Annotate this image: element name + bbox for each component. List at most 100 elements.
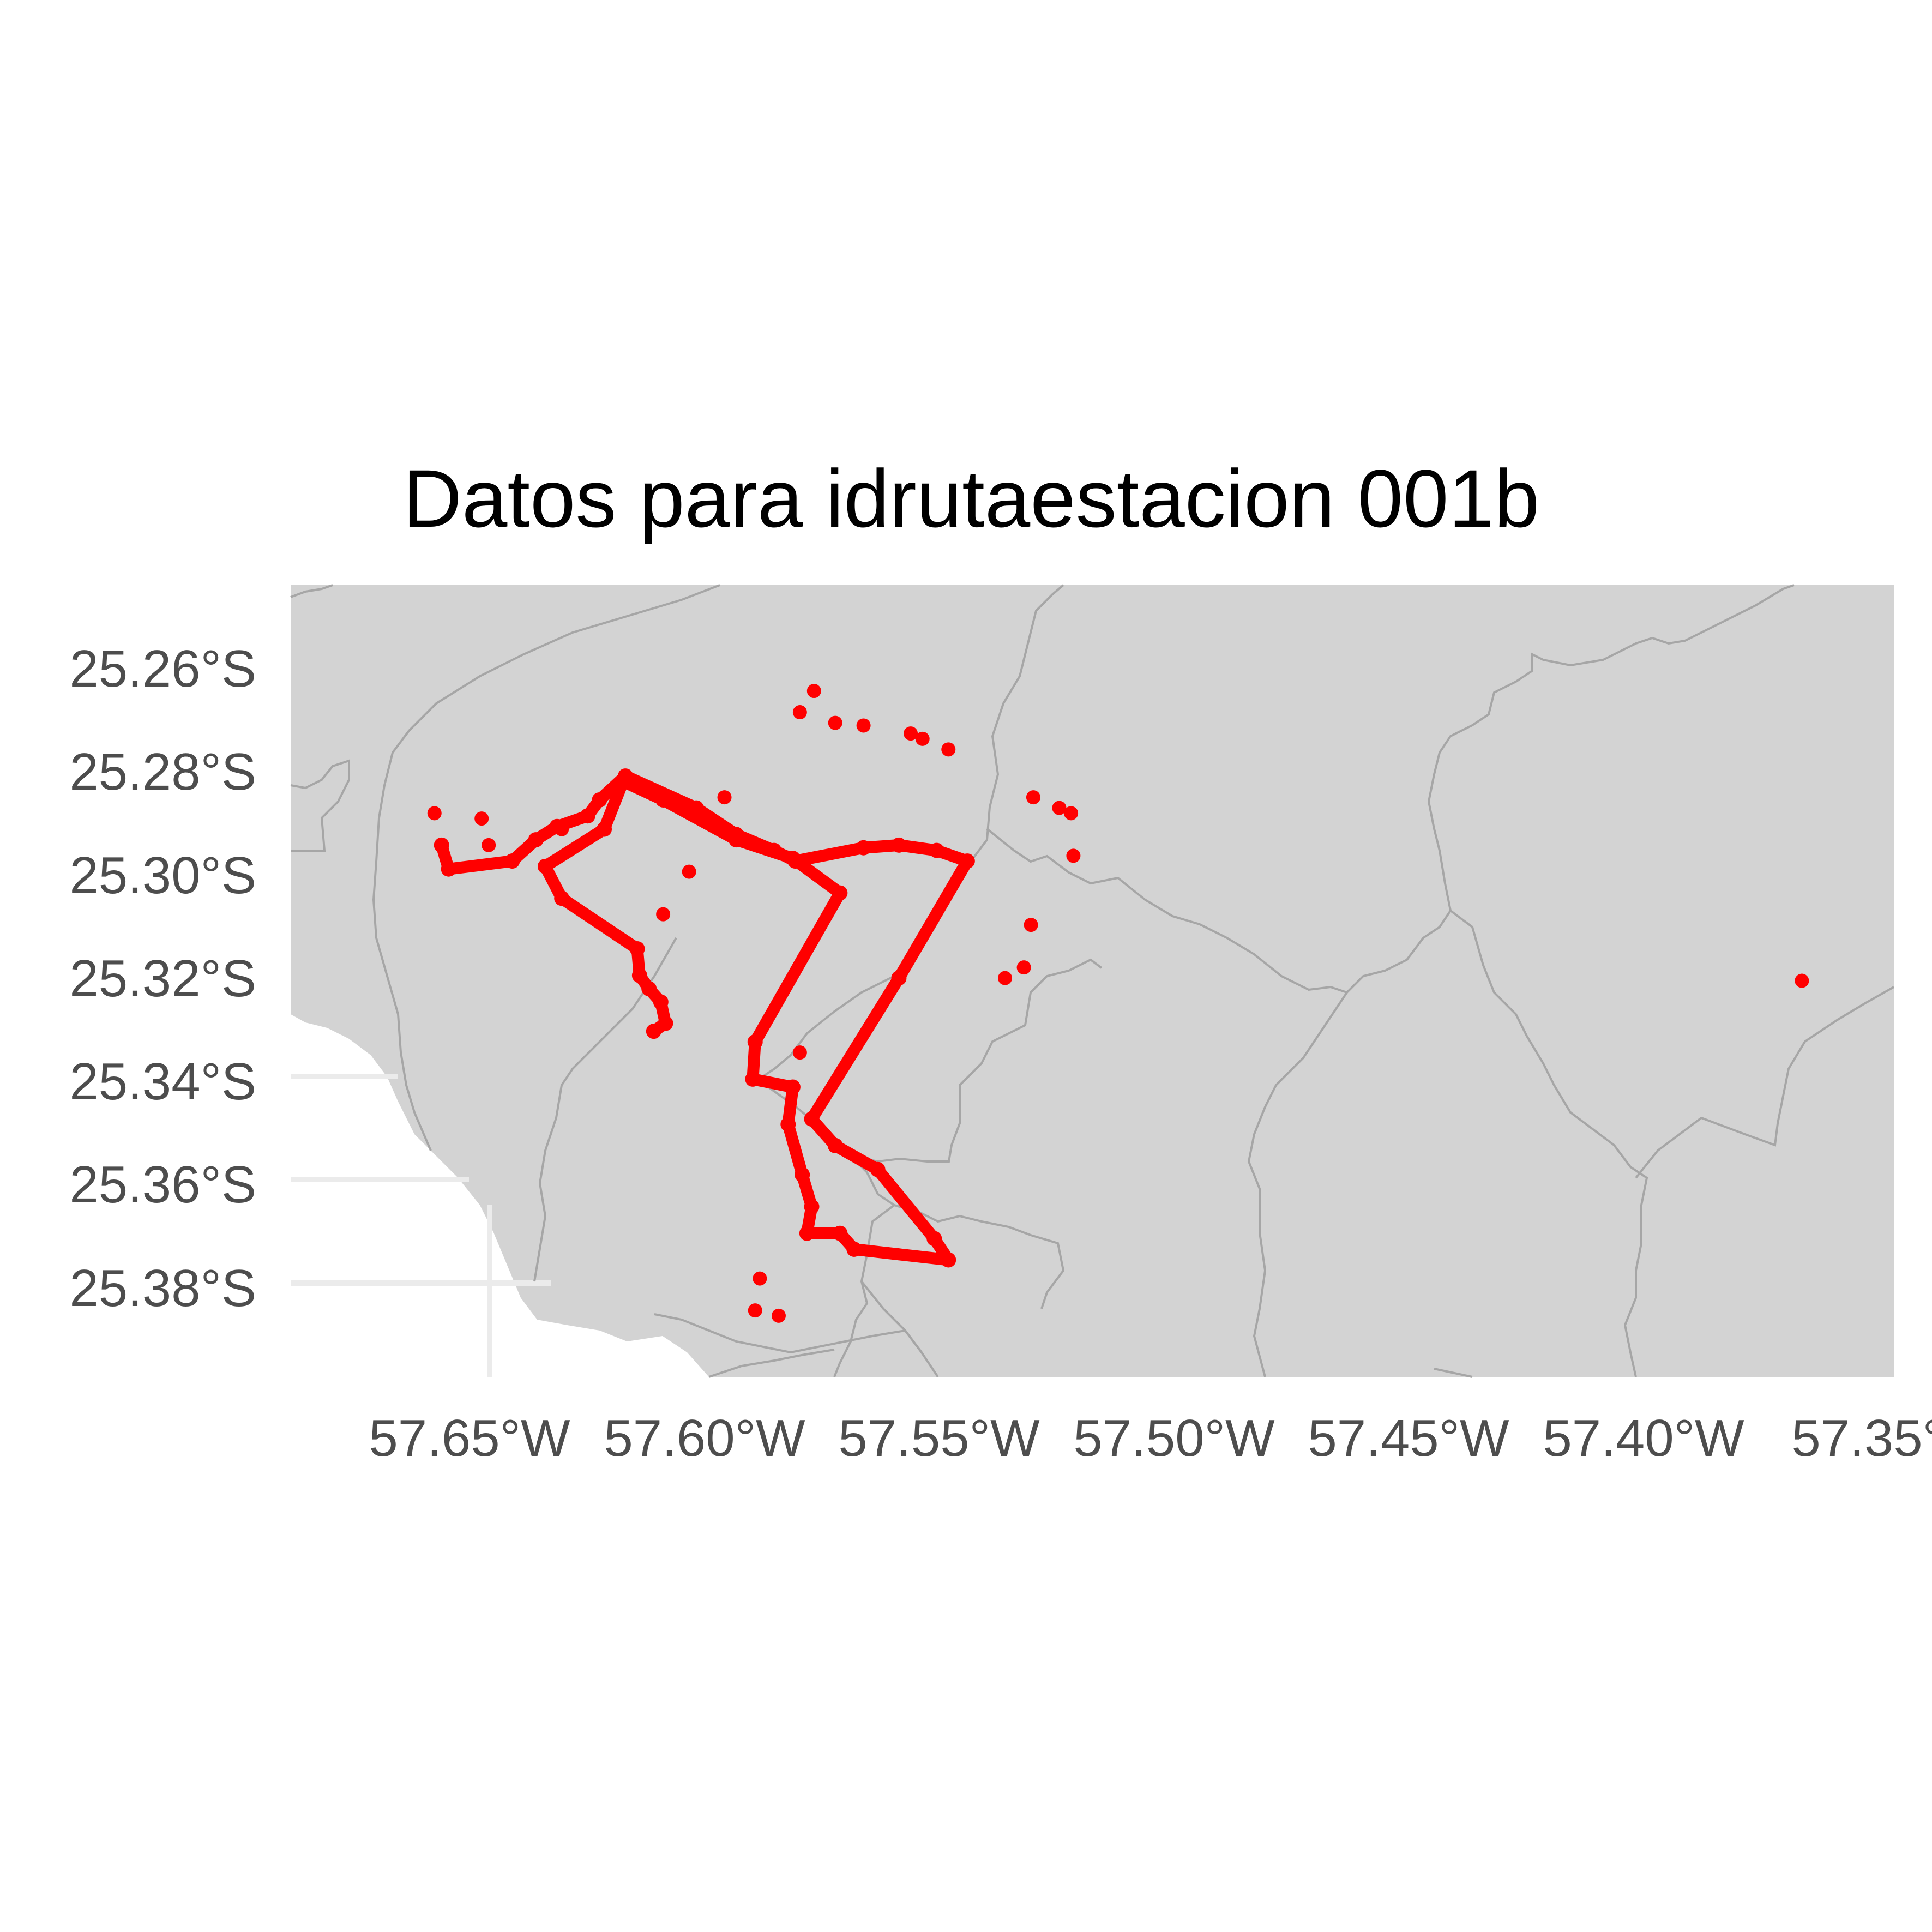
land-background xyxy=(291,585,1894,1377)
route-point xyxy=(688,800,704,816)
district-boundary xyxy=(1346,584,1795,994)
data-point xyxy=(941,742,956,757)
route-point xyxy=(554,890,570,906)
data-point xyxy=(1795,973,1809,988)
y-tick-label: 25.32°S xyxy=(69,949,256,1008)
route-segment xyxy=(789,841,870,868)
route-point xyxy=(504,853,520,869)
route-point xyxy=(434,837,449,853)
route-point xyxy=(785,1079,801,1095)
district-boundary xyxy=(1635,986,1894,1179)
data-point xyxy=(1064,806,1079,821)
data-point xyxy=(555,822,569,836)
route-point xyxy=(592,792,607,808)
river-shore xyxy=(372,584,720,1151)
district-boundary xyxy=(833,1204,895,1377)
route-point xyxy=(729,832,744,848)
route-point xyxy=(745,1071,761,1087)
data-point xyxy=(856,718,871,733)
data-point xyxy=(1026,790,1040,805)
route-point xyxy=(766,842,782,858)
route-point xyxy=(441,861,456,877)
route-point xyxy=(827,1137,843,1153)
route-segment xyxy=(848,1243,955,1266)
route-segment xyxy=(749,887,846,1048)
y-tick-label: 25.38°S xyxy=(69,1259,256,1317)
data-point xyxy=(998,971,1013,985)
route-point xyxy=(804,1111,820,1127)
route-point xyxy=(926,1231,942,1247)
district-boundary xyxy=(1247,991,1348,1377)
x-axis: 57.65°W 57.60°W 57.55°W 57.50°W 57.45°W … xyxy=(369,1409,1932,1467)
data-point xyxy=(828,715,842,730)
data-point xyxy=(427,806,442,821)
route-segment xyxy=(829,1139,884,1176)
route-point xyxy=(646,1024,661,1039)
district-boundary xyxy=(986,828,1347,994)
route-point xyxy=(658,1015,673,1031)
y-tick-label: 25.36°S xyxy=(69,1155,256,1214)
route-point xyxy=(870,1161,886,1177)
data-point xyxy=(806,684,821,699)
district-boundary xyxy=(1434,1368,1473,1378)
route-point xyxy=(846,1241,862,1257)
data-point xyxy=(682,864,696,879)
y-tick-label: 25.26°S xyxy=(69,640,256,698)
map-panel xyxy=(290,584,1894,1378)
data-point xyxy=(1016,960,1031,975)
district-boundary xyxy=(533,937,677,1282)
route-point xyxy=(653,994,669,1010)
coastline xyxy=(290,759,350,852)
x-tick-label: 57.35°W xyxy=(1791,1409,1932,1467)
route-point xyxy=(941,1252,956,1268)
route-segment xyxy=(442,855,519,875)
data-point xyxy=(1024,918,1038,932)
data-point xyxy=(1066,848,1081,863)
data-point xyxy=(717,790,732,805)
data-point xyxy=(904,726,918,741)
district-boundary xyxy=(708,1349,835,1378)
route-point xyxy=(580,808,595,824)
route-point xyxy=(856,840,871,856)
data-point xyxy=(656,907,671,922)
route-point xyxy=(655,792,671,808)
x-tick-label: 57.50°W xyxy=(1073,1409,1275,1467)
water-area xyxy=(291,1014,709,1377)
route-segment xyxy=(782,1118,809,1181)
route-segment xyxy=(805,972,905,1126)
route-segment xyxy=(730,834,799,865)
route-point xyxy=(537,858,553,874)
data-point xyxy=(753,1271,767,1286)
route-point xyxy=(631,967,647,983)
data-point xyxy=(792,705,807,720)
route-point xyxy=(891,837,907,853)
route-segment xyxy=(539,823,611,872)
x-tick-label: 57.65°W xyxy=(369,1409,570,1467)
district-boundary xyxy=(290,584,333,598)
x-tick-label: 57.55°W xyxy=(838,1409,1040,1467)
route-point xyxy=(795,1167,810,1183)
data-point xyxy=(482,838,496,852)
y-tick-label: 25.28°S xyxy=(69,743,256,801)
y-tick-label: 25.34°S xyxy=(69,1052,256,1111)
y-tick-label: 25.30°S xyxy=(69,846,256,905)
route-point xyxy=(641,981,657,997)
route-point xyxy=(747,1034,763,1050)
route-point xyxy=(929,842,944,858)
route-segment xyxy=(556,892,643,955)
route-point xyxy=(528,832,544,848)
route-segment xyxy=(893,855,973,984)
x-tick-label: 57.40°W xyxy=(1543,1409,1744,1467)
district-boundary xyxy=(654,1313,923,1354)
data-point xyxy=(474,811,489,826)
data-point xyxy=(771,1308,786,1323)
route-point xyxy=(799,1225,815,1241)
route-point xyxy=(629,941,645,957)
route-point xyxy=(832,885,848,901)
district-boundary xyxy=(850,958,1103,1163)
route-segment xyxy=(598,775,629,835)
points-layer xyxy=(427,684,1809,1323)
route-point xyxy=(832,1225,848,1241)
data-point xyxy=(1052,801,1067,815)
district-boundary xyxy=(1449,910,1648,1377)
